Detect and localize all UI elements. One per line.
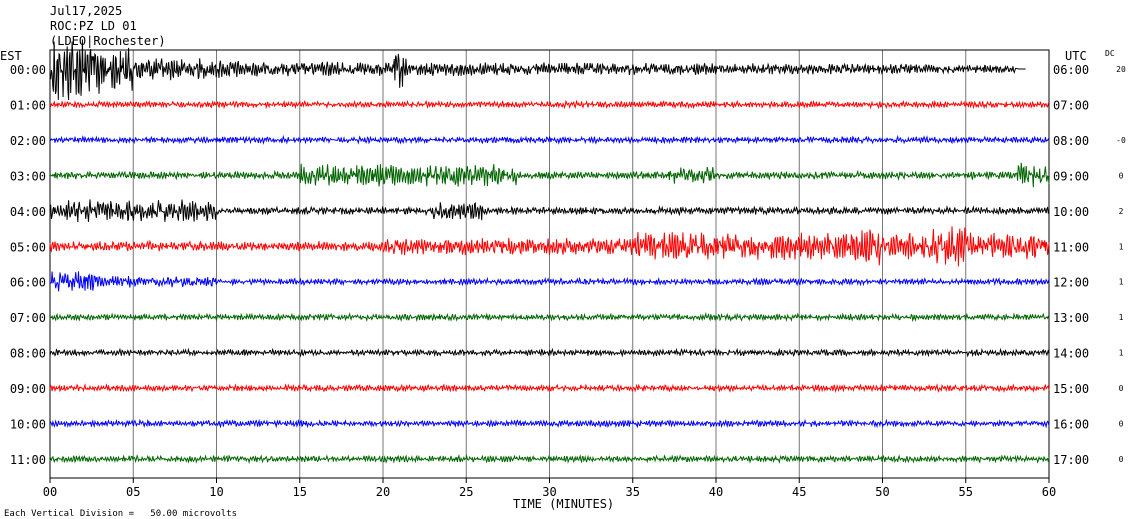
est-hour-label: 08:00 [10,347,46,361]
dc-offset-label: 1 [1119,242,1124,251]
x-tick-label: 40 [709,485,723,499]
header-date: Jul17,2025 [50,4,123,18]
dc-offset-label: 0 [1119,420,1124,429]
trace-line-0100 [49,99,1050,110]
plot-frame [49,49,1050,479]
trace-line-1100 [49,454,1050,465]
trace-line-0500 [49,226,1050,267]
x-tick-label: 00 [43,485,57,499]
x-tick-label: 05 [126,485,140,499]
trace-line-0200 [49,134,1050,145]
x-tick-label: 60 [1042,485,1056,499]
utc-hour-label: 15:00 [1053,382,1089,396]
utc-hour-label: 12:00 [1053,276,1089,290]
est-hour-label: 02:00 [10,134,46,148]
utc-hour-label: 17:00 [1053,453,1089,467]
x-tick-label: 25 [459,485,473,499]
utc-hour-label: 10:00 [1053,205,1089,219]
x-tick-label: 10 [209,485,223,499]
header-station: ROC:PZ LD 01 [50,19,137,33]
est-hour-label: 03:00 [10,169,46,183]
utc-hour-label: 14:00 [1053,347,1089,361]
dc-column-title: DC [1105,49,1115,58]
trace-line-0900 [49,383,1050,394]
trace-line-1000 [49,418,1050,429]
dc-offset-label: 0 [1119,384,1124,393]
trace-line-0600 [49,271,1050,292]
trace-line-0000 [49,39,1026,101]
utc-hour-label: 09:00 [1053,169,1089,183]
scale-footnote: Each Vertical Division = 50.00 microvolt… [4,509,237,519]
est-axis-title: EST [0,49,22,63]
est-hour-label: 09:00 [10,382,46,396]
utc-hour-label: 11:00 [1053,240,1089,254]
utc-hour-label: 16:00 [1053,418,1089,432]
utc-hour-label: 07:00 [1053,98,1089,112]
dc-offset-label: 0 [1119,455,1124,464]
x-tick-label: 35 [626,485,640,499]
utc-hour-label: 08:00 [1053,134,1089,148]
utc-axis-title: UTC [1065,49,1087,63]
dc-offset-label: 1 [1119,278,1124,287]
x-axis-title: TIME (MINUTES) [513,497,615,511]
est-hour-label: 10:00 [10,418,46,432]
est-hour-label: 06:00 [10,276,46,290]
dc-offset-label: 20 [1116,65,1126,74]
trace-line-0800 [49,347,1050,358]
trace-line-0300 [49,162,1050,188]
dc-offset-label: 0 [1119,171,1124,180]
x-tick-label: 30 [542,485,556,499]
x-tick-label: 50 [875,485,889,499]
x-tick-label: 55 [959,485,973,499]
dc-offset-label: 1 [1119,313,1124,322]
minute-grid [49,49,1050,483]
x-tick-label: 20 [376,485,390,499]
est-hour-label: 07:00 [10,311,46,325]
trace-line-0400 [49,199,1050,223]
x-tick-label: 45 [792,485,806,499]
dc-offset-label: 1 [1119,349,1124,358]
est-hour-label: 05:00 [10,240,46,254]
x-tick-label: 15 [293,485,307,499]
est-hour-label: 01:00 [10,98,46,112]
header-network: (LDEO|Rochester) [50,34,166,48]
est-hour-label: 00:00 [10,63,46,77]
utc-hour-label: 13:00 [1053,311,1089,325]
dc-offset-label: 2 [1119,207,1124,216]
trace-line-0700 [49,311,1050,323]
est-hour-label: 11:00 [10,453,46,467]
seismic-traces [49,39,1050,465]
dc-offset-label: -0 [1116,136,1126,145]
utc-hour-label: 06:00 [1053,63,1089,77]
est-hour-label: 04:00 [10,205,46,219]
